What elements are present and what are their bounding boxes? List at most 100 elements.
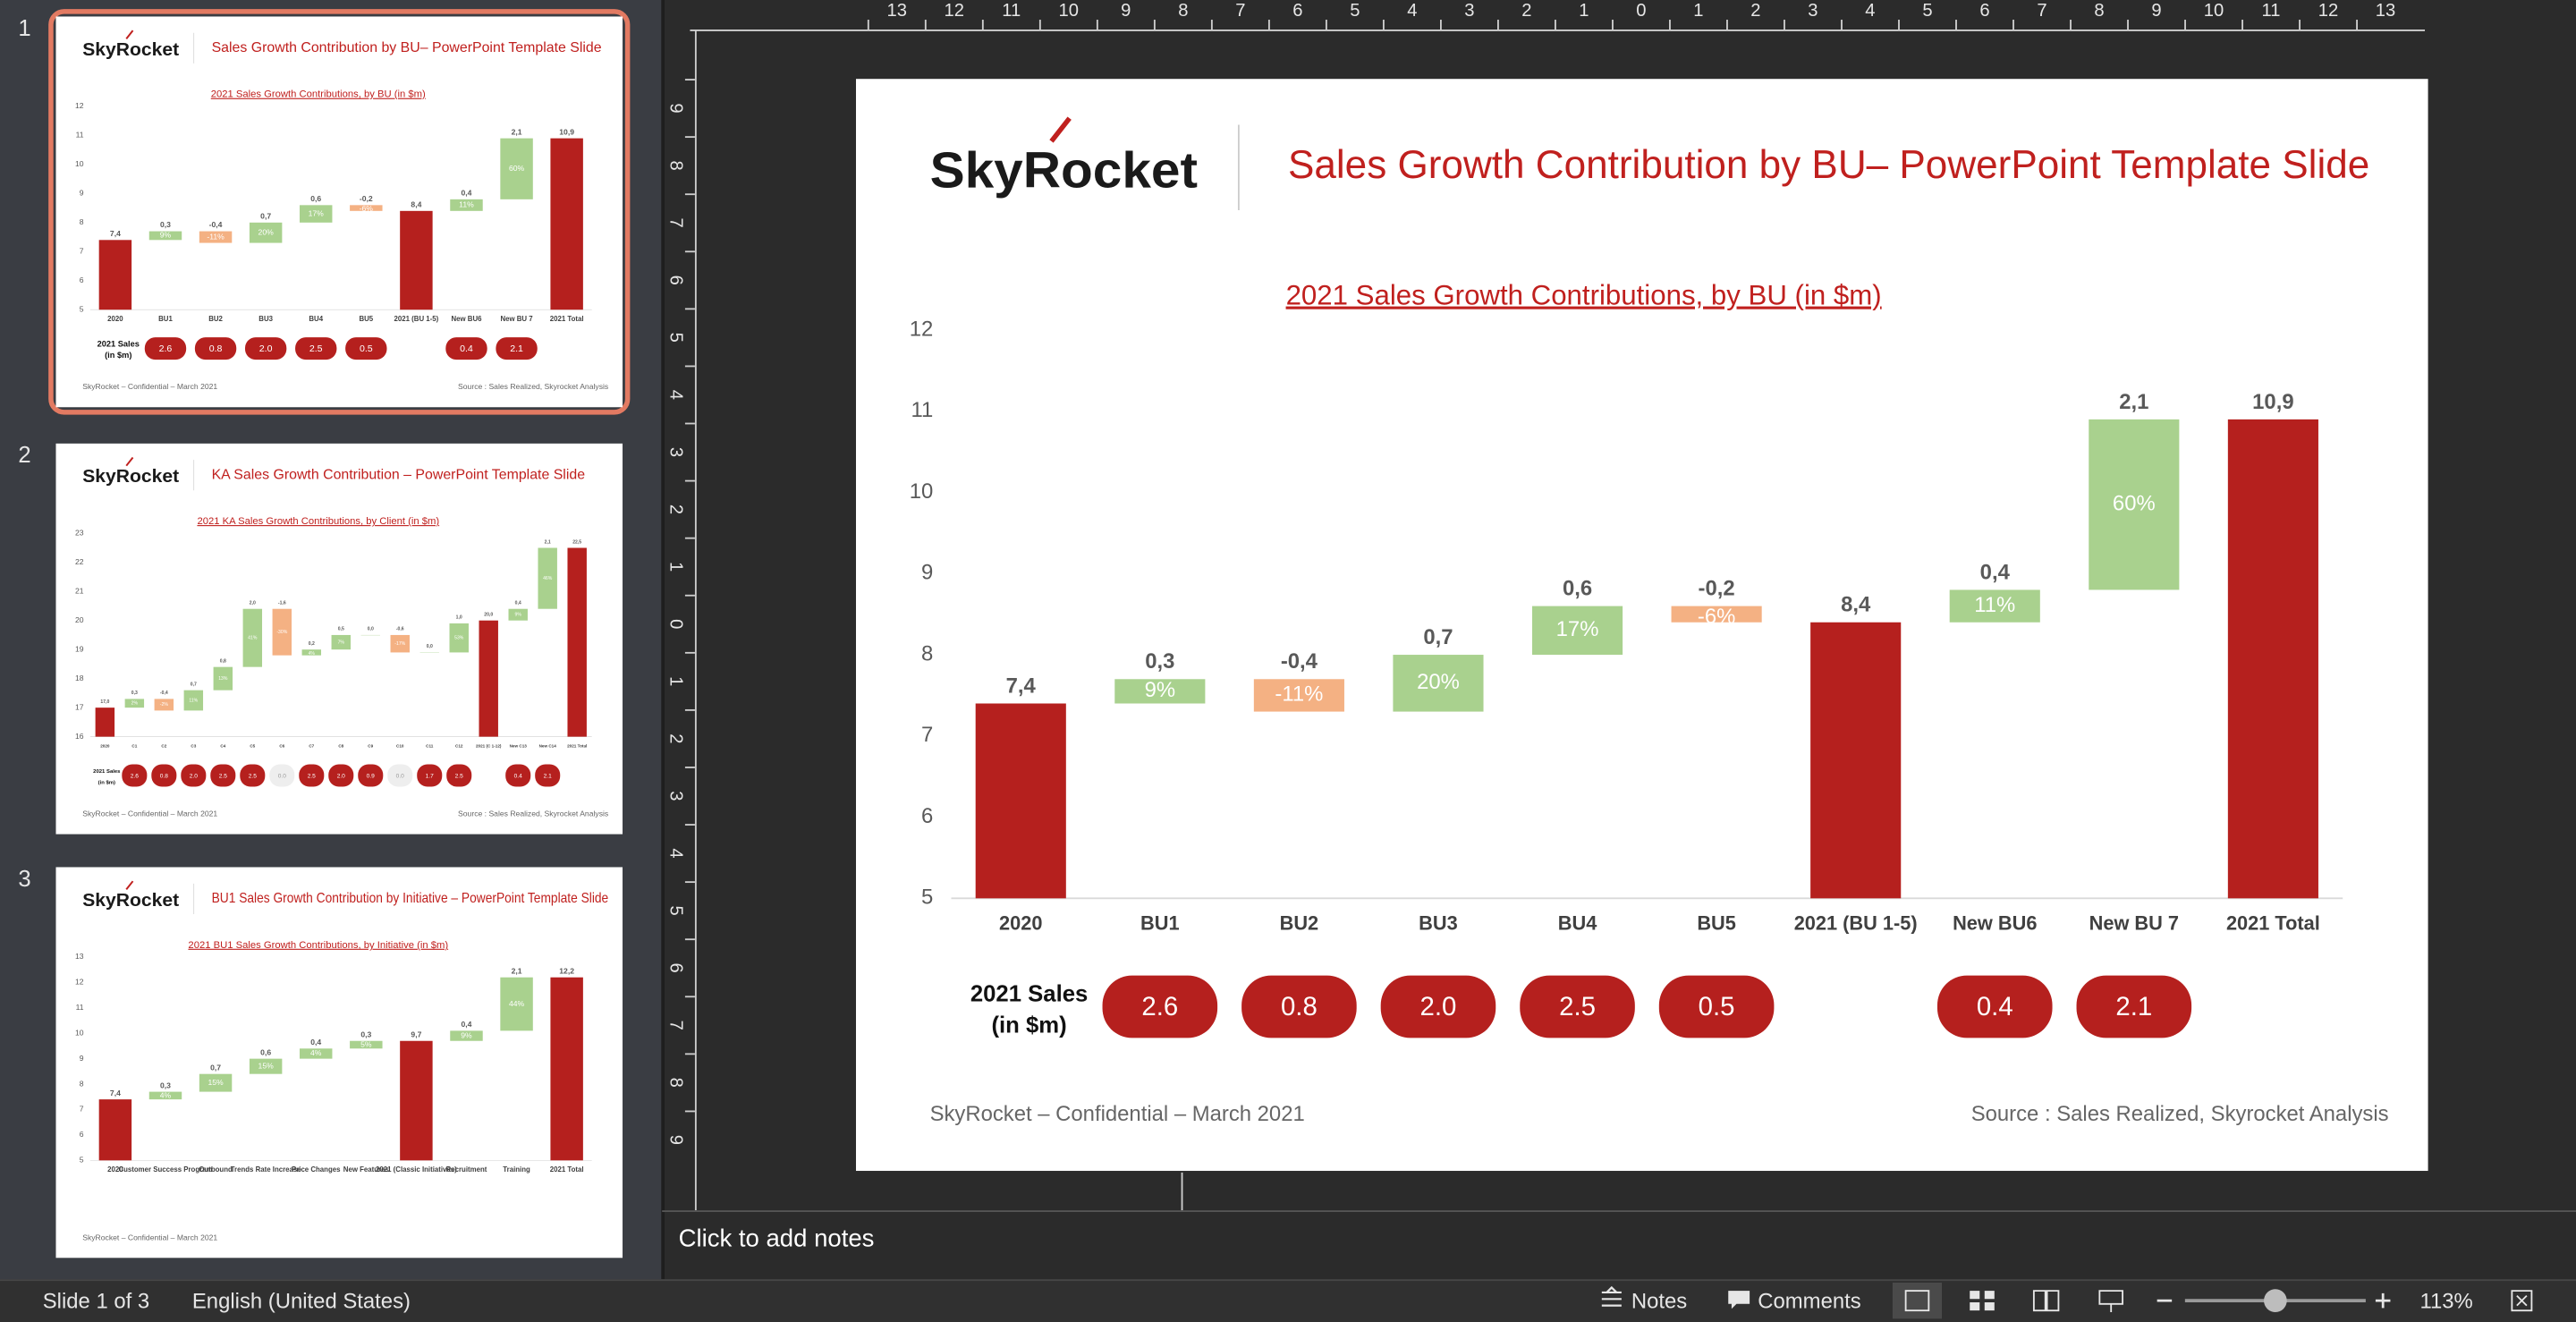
comments-button[interactable]: Comments [1728, 1289, 1861, 1313]
ruler-label: 3 [666, 791, 686, 801]
value-label: 8,4 [1841, 593, 1871, 617]
x-tick-label: 2021 (BU 1-5) [1794, 911, 1918, 934]
value-label: 0,8 [220, 658, 226, 664]
sales-row-label: (in $m) [991, 1013, 1066, 1038]
percent-label: 9% [160, 231, 172, 240]
sales-pill [244, 337, 287, 360]
slide-indicator: Slide 1 of 3 [43, 1289, 149, 1313]
x-tick-label: Trends Rate Increase [231, 1165, 302, 1174]
sales-pill [122, 764, 148, 787]
comments-label[interactable]: Comments [1758, 1289, 1860, 1313]
y-tick-label: 9 [80, 1054, 84, 1063]
x-tick-label: Recruitment [446, 1165, 487, 1174]
chart-title: 2021 BU1 Sales Growth Contributions, by … [188, 940, 448, 951]
percent-label: 17% [1556, 617, 1599, 641]
sales-row-label: (in $m) [105, 351, 131, 360]
percent-label: -17% [394, 641, 405, 647]
fit-to-window-button[interactable] [2511, 1290, 2533, 1312]
percent-label: 4% [310, 1048, 322, 1057]
notes-button[interactable]: Notes [1601, 1285, 1687, 1313]
slideshow-button[interactable] [2098, 1290, 2123, 1312]
value-label: 0,4 [462, 189, 472, 198]
delta-bar [148, 231, 182, 241]
y-tick-label: 5 [921, 886, 933, 910]
chart-title: 2021 KA Sales Growth Contributions, by C… [197, 516, 439, 527]
delta-bar [500, 977, 533, 1031]
percent-label: 60% [509, 164, 525, 173]
value-label: 7,4 [110, 1089, 121, 1097]
sales-value: 2.0 [337, 773, 346, 779]
ruler-label: 11 [2262, 1, 2281, 21]
ruler-label: 6 [1979, 1, 1989, 21]
ruler-label: 10 [2204, 1, 2224, 21]
delta-bar [213, 666, 233, 691]
delta-bar [199, 1073, 233, 1092]
percent-label: -11% [207, 232, 225, 241]
slide-thumbnail[interactable]: SkyRocket KA Sales Growth Contribution – … [55, 443, 623, 835]
delta-bar [350, 205, 383, 211]
percent-label: 11% [459, 200, 474, 209]
ruler-label: 12 [945, 1, 964, 21]
ruler-label: 9 [666, 1135, 686, 1145]
x-tick-label: C11 [426, 743, 434, 748]
y-tick-label: 8 [80, 217, 84, 226]
sales-pill [496, 337, 538, 360]
x-tick-label: BU4 [309, 315, 323, 323]
ruler-label: 1 [1693, 1, 1703, 21]
y-tick-label: 12 [75, 101, 84, 110]
sorter-view-button[interactable] [1970, 1291, 1995, 1311]
value-label: 0,4 [462, 1020, 472, 1029]
value-label: 2,1 [512, 966, 522, 975]
slide-thumbnail[interactable]: SkyRocket Sales Growth Contribution by BU… [55, 16, 623, 408]
sales-pill [299, 764, 325, 787]
percent-label: 2% [131, 701, 139, 707]
y-tick-label: 16 [75, 732, 84, 741]
slide-number: 1 [18, 16, 30, 41]
x-tick-label: Training [503, 1165, 530, 1174]
x-tick-label: 2020 [999, 911, 1042, 934]
percent-label: 13% [218, 676, 228, 682]
total-bar [1810, 622, 1902, 899]
delta-bar [154, 699, 174, 711]
x-tick-label: Customer Success Program [118, 1165, 212, 1174]
percent-label: 53% [454, 636, 464, 641]
sales-pill [387, 764, 413, 787]
ruler-label: 3 [1464, 1, 1474, 21]
ruler-label: 9 [2151, 1, 2161, 21]
chart-title: 2021 Sales Growth Contributions, by BU (… [211, 89, 426, 100]
language[interactable]: English (United States) [192, 1289, 411, 1313]
ruler-label: 7 [1235, 1, 1245, 21]
sales-value: 2.1 [510, 343, 523, 354]
x-tick-label: New BU 7 [2089, 911, 2179, 934]
x-tick-label: 2020 [107, 315, 123, 323]
zoom-in-button[interactable] [2375, 1292, 2391, 1309]
zoom-level[interactable]: 113% [2420, 1289, 2473, 1313]
delta-bar [350, 1040, 383, 1049]
value-label: 0,7 [260, 212, 271, 221]
x-tick-label: BU5 [359, 315, 373, 323]
sales-pill [2076, 975, 2192, 1038]
ruler-label: 5 [666, 333, 686, 343]
slide-thumbnail[interactable]: SkyRocket BU1 Sales Growth Contribution b… [55, 867, 623, 1258]
notes-placeholder[interactable]: Click to add notes [679, 1224, 875, 1251]
ruler-label: 12 [2318, 1, 2338, 21]
value-label: -0,6 [396, 627, 404, 632]
sales-pill [1658, 975, 1775, 1038]
slide: SkyRocket Sales Growth Contribution by BU… [855, 79, 2428, 1172]
ruler-label: 6 [666, 963, 686, 973]
x-tick-label: C12 [455, 743, 463, 748]
reading-view-button[interactable] [2032, 1290, 2060, 1312]
percent-label: 5% [360, 1040, 372, 1049]
zoom-slider-knob[interactable] [2264, 1289, 2287, 1312]
sales-pill [535, 764, 561, 787]
x-tick-label: 2021 Total [2226, 911, 2320, 934]
sales-pill [194, 337, 237, 360]
sales-value: 2.5 [249, 773, 258, 779]
value-label: 1,0 [456, 615, 462, 621]
notes-label[interactable]: Notes [1631, 1289, 1687, 1313]
delta-bar [508, 608, 528, 621]
sales-pill [1380, 975, 1496, 1038]
delta-bar [500, 138, 533, 199]
normal-view-button[interactable] [1892, 1282, 1943, 1319]
